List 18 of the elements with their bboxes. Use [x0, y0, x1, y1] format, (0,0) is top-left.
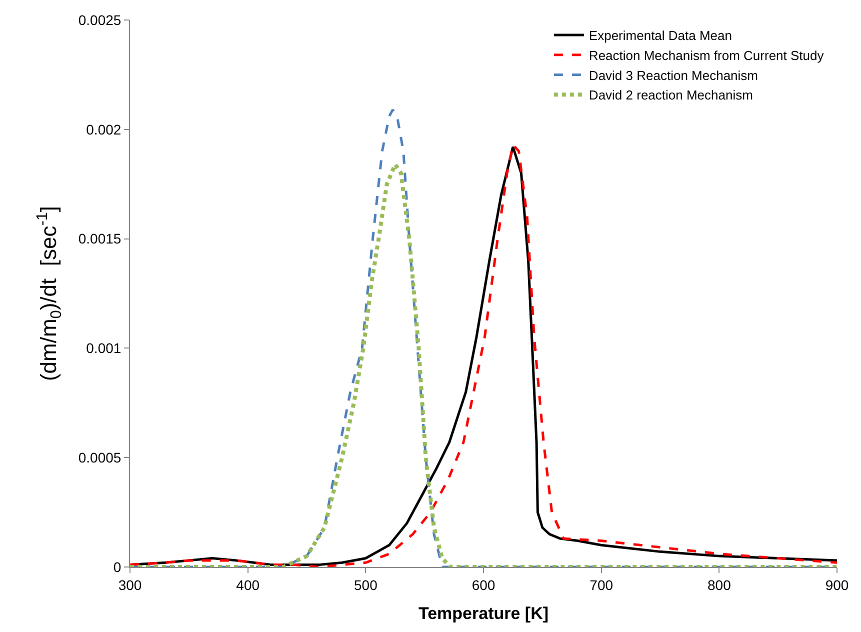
x-axis-title: Temperature [K] — [418, 604, 549, 624]
legend-label: David 3 Reaction Mechanism — [588, 68, 758, 83]
x-tick-label: 800 — [707, 576, 732, 593]
y-tick-label: 0.001 — [86, 340, 122, 356]
x-tick-label: 400 — [236, 576, 260, 593]
x-tick-label: 600 — [472, 576, 496, 593]
y-tick-label: 0.0005 — [78, 450, 122, 466]
legend-label: Reaction Mechanism from Current Study — [588, 48, 824, 63]
x-tick-label: 900 — [825, 576, 849, 593]
x-tick-label: 700 — [590, 576, 614, 593]
x-tick-label: 300 — [118, 576, 142, 593]
y-tick-label: 0.0015 — [78, 230, 122, 247]
x-tick-label: 500 — [354, 576, 378, 593]
y-tick-label: 0.002 — [86, 121, 122, 138]
legend-label: Experimental Data Mean — [588, 28, 732, 44]
y-tick-label: 0 — [113, 558, 122, 575]
legend-label: David 2 reaction Mechanism — [588, 88, 753, 103]
y-tick-label: 0.0025 — [78, 12, 122, 28]
